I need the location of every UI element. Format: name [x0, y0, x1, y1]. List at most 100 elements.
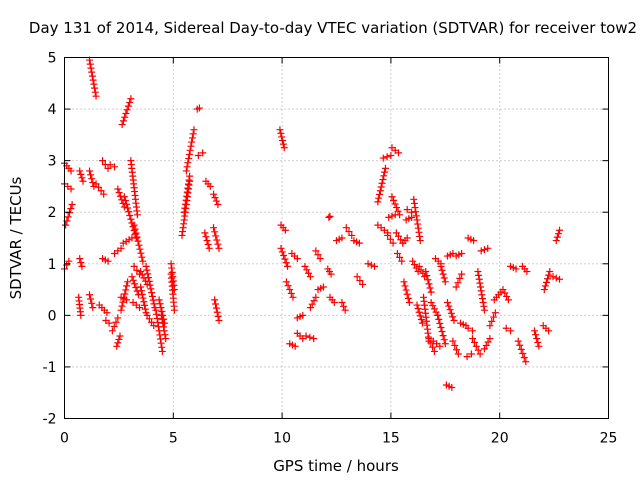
data-point [62, 221, 70, 229]
data-point [383, 153, 391, 161]
data-point [78, 174, 86, 182]
grid [64, 57, 609, 419]
data-point [124, 204, 132, 212]
data-point [204, 240, 212, 248]
data-point [435, 315, 443, 323]
data-point [215, 317, 223, 325]
data-point [430, 305, 438, 313]
data-point [86, 60, 94, 68]
data-point [348, 231, 356, 239]
data-point [434, 311, 442, 319]
data-point [520, 354, 528, 362]
data-point [355, 239, 363, 247]
data-point [556, 226, 564, 234]
data-point [142, 262, 150, 270]
data-point [484, 244, 492, 252]
data-point [187, 142, 195, 150]
data-point [114, 339, 122, 347]
data-point [396, 253, 404, 261]
data-point [394, 207, 402, 215]
data-point [286, 286, 294, 294]
data-point [147, 285, 155, 293]
plot-frame [64, 57, 609, 419]
data-point [480, 246, 488, 254]
data-point [556, 275, 564, 283]
data-point [127, 95, 135, 103]
data-point [345, 228, 353, 236]
data-point [144, 270, 152, 278]
data-point [123, 282, 131, 290]
data-point [129, 276, 137, 284]
data-point [553, 233, 561, 241]
data-point [381, 164, 389, 172]
data-point [441, 278, 449, 286]
data-point [476, 279, 484, 287]
data-point [211, 194, 219, 202]
data-point [214, 240, 222, 248]
data-point [477, 247, 485, 255]
data-point [452, 283, 460, 291]
data-point [330, 298, 338, 306]
data-point [86, 291, 94, 299]
data-point [287, 289, 295, 297]
data-point [68, 200, 76, 208]
y-axis-label: SDTVAR / TECUs [7, 176, 25, 299]
data-point [432, 308, 440, 316]
data-point [426, 284, 434, 292]
data-point [517, 345, 525, 353]
data-point [449, 313, 457, 321]
data-point [155, 296, 163, 304]
data-point [470, 338, 478, 346]
data-point [131, 225, 139, 233]
data-point [371, 262, 379, 270]
data-point [480, 302, 488, 310]
data-point [306, 273, 314, 281]
data-point [507, 327, 515, 335]
data-point [417, 315, 425, 323]
data-point [410, 261, 418, 269]
data-point [126, 211, 134, 219]
data-point [480, 345, 488, 353]
y-tick-label: 2 [48, 205, 57, 221]
data-point [453, 346, 461, 354]
data-point [393, 249, 401, 257]
data-point [439, 270, 447, 278]
data-point [446, 306, 454, 314]
data-point [415, 228, 423, 236]
data-point [282, 259, 290, 267]
data-point [400, 278, 408, 286]
data-point [533, 335, 541, 343]
x-tick-label: 20 [491, 431, 509, 447]
data-point [184, 180, 192, 188]
data-point [117, 244, 125, 252]
data-point [104, 164, 112, 172]
axis-ticks [64, 57, 609, 419]
data-point [280, 144, 288, 152]
data-point [422, 268, 430, 276]
data-point [77, 311, 85, 319]
data-point [472, 342, 480, 350]
data-point [123, 106, 131, 114]
data-point [183, 188, 191, 196]
data-point [470, 237, 478, 245]
data-point [122, 109, 130, 117]
data-point [482, 341, 490, 349]
data-point [138, 253, 146, 261]
data-point [87, 295, 95, 303]
data-point [185, 176, 193, 184]
data-point [149, 296, 157, 304]
data-point [211, 228, 219, 236]
data-point [410, 199, 418, 207]
data-point [88, 175, 96, 183]
data-point [549, 273, 557, 281]
data-point [170, 286, 178, 294]
data-point [312, 247, 320, 255]
data-point [425, 280, 433, 288]
data-point [181, 200, 189, 208]
data-point [152, 306, 160, 314]
data-point [523, 268, 531, 276]
data-point [180, 208, 188, 216]
data-point [376, 187, 384, 195]
data-point [87, 64, 95, 72]
data-point [519, 350, 527, 358]
